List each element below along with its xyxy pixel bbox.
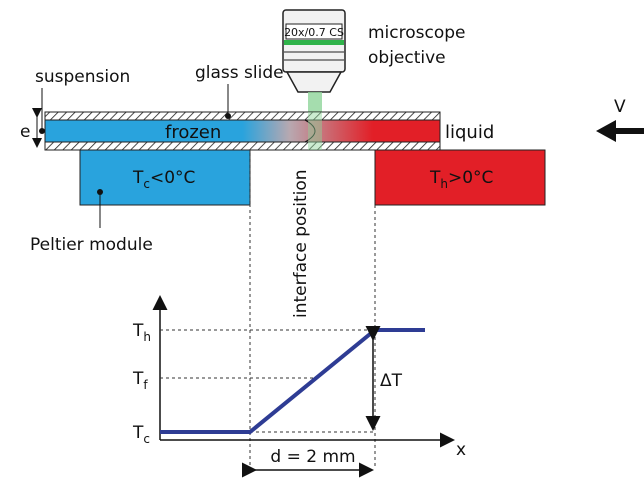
label-part: h xyxy=(440,177,448,191)
suspension-label: suspension xyxy=(35,67,130,87)
y-label: Tf xyxy=(132,369,148,392)
velocity-label: V xyxy=(614,97,626,117)
label-part: T xyxy=(132,168,144,188)
objective-caption: objective xyxy=(368,48,446,68)
thickness-label: e xyxy=(20,122,30,142)
label-part: T xyxy=(429,168,441,188)
delta-label: ΔT xyxy=(380,371,403,391)
label-part: T xyxy=(132,321,144,341)
objective-label: 20x/0.7 CS xyxy=(284,26,344,39)
label-part: f xyxy=(143,378,148,392)
y-label: Th xyxy=(132,321,151,344)
hot-module-label: Th>0°C xyxy=(429,168,493,191)
label-part: >0°C xyxy=(448,168,493,188)
interface-label: interface position xyxy=(291,169,311,318)
objective-caption: microscope xyxy=(368,23,466,43)
label-part: c xyxy=(143,432,150,446)
suspension xyxy=(45,120,440,142)
liquid-label: liquid xyxy=(445,122,494,143)
distance-label: d = 2 mm xyxy=(270,447,355,467)
diagram: 20x/0.7 CS microscope objective frozen l… xyxy=(0,0,644,494)
glass-slide xyxy=(45,112,440,120)
frozen-label: frozen xyxy=(165,122,221,143)
label-part: T xyxy=(132,423,144,443)
x-label: x xyxy=(456,440,466,460)
cold-module-label: Tc<0°C xyxy=(132,168,195,191)
label-part: T xyxy=(132,369,144,389)
label-part: h xyxy=(143,330,151,344)
y-label: Tc xyxy=(132,423,150,446)
label-part: <0°C xyxy=(150,168,195,188)
glass-slide-label: glass slide xyxy=(195,63,284,83)
label-part: c xyxy=(143,177,150,191)
peltier-label: Peltier module xyxy=(30,235,153,255)
glass-slide xyxy=(45,142,440,150)
